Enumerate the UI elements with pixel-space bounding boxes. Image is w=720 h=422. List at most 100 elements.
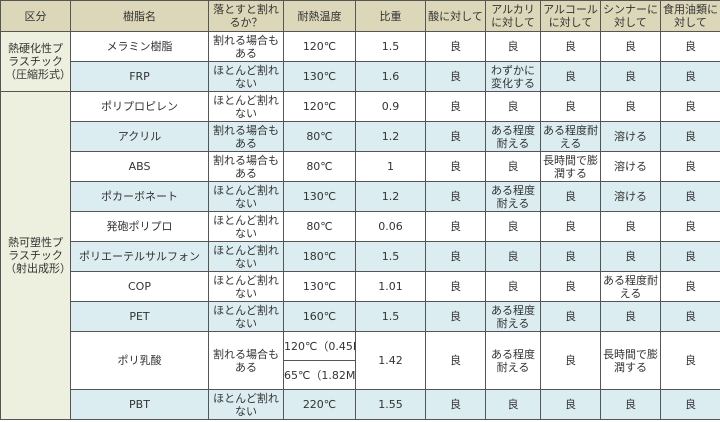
thinner-resistance-cell: 溶ける <box>600 151 661 182</box>
resin-name-cell: ポリプロピレン <box>70 91 209 122</box>
specific-gravity-cell: 1.2 <box>355 121 426 152</box>
specific-gravity-cell: 0.9 <box>355 91 426 122</box>
thinner-resistance-cell: 良 <box>600 211 661 242</box>
acid-resistance-cell: 良 <box>425 181 486 212</box>
resin-name-cell: メラミン樹脂 <box>70 31 209 62</box>
alcohol-resistance-cell: 良 <box>540 389 601 420</box>
heat-resistance-cell: 160℃ <box>283 301 356 332</box>
oil-resistance-cell: 良 <box>660 31 720 62</box>
table-row-continued: 65℃（1.82MPa） <box>1 360 720 390</box>
resin-name-cell: ポカーボネート <box>70 181 209 212</box>
oil-resistance-cell: 良 <box>660 271 720 302</box>
resin-name-cell: COP <box>70 271 209 302</box>
acid-resistance-cell: 良 <box>425 331 486 390</box>
alkali-resistance-cell: 良 <box>485 31 541 62</box>
resin-name-cell: FRP <box>70 61 209 92</box>
acid-resistance-cell: 良 <box>425 61 486 92</box>
specific-gravity-cell: 1.5 <box>355 241 426 272</box>
specific-gravity-cell: 1.2 <box>355 181 426 212</box>
column-header: 食用油類に対して <box>660 0 720 32</box>
thinner-resistance-cell: 溶ける <box>600 181 661 212</box>
breakage-cell: ほとんど割れない <box>208 91 284 122</box>
table-row: アクリル 割れる場合もある 80℃ 1.2 良ある程度耐える ある程度耐える 溶ける良 <box>1 121 720 152</box>
table-row: PBT ほとんど割れない 220℃ 1.55 良良良良良 <box>1 389 720 420</box>
column-header: 耐熱温度 <box>283 0 356 32</box>
specific-gravity-cell: 1.55 <box>355 389 426 420</box>
alcohol-resistance-cell: 良 <box>540 91 601 122</box>
alcohol-resistance-cell: 良 <box>540 211 601 242</box>
column-header: シンナーに対して <box>600 0 661 32</box>
resin-name-cell: アクリル <box>70 121 209 152</box>
table-row: 発砲ポリプロ ほとんど割れない 80℃ 0.06 良良良良良 <box>1 211 720 242</box>
heat-resistance-cell: 130℃ <box>283 61 356 92</box>
breakage-cell: 割れる場合もある <box>208 31 284 62</box>
alkali-resistance-cell: ある程度耐える <box>485 181 541 212</box>
oil-resistance-cell: 良 <box>660 181 720 212</box>
acid-resistance-cell: 良 <box>425 151 486 182</box>
heat-resistance-cell: 130℃ <box>283 181 356 212</box>
thinner-resistance-cell: 良 <box>600 91 661 122</box>
specific-gravity-cell: 1.5 <box>355 301 426 332</box>
oil-resistance-cell: 良 <box>660 301 720 332</box>
heat-resistance-cell: 80℃ <box>283 121 356 152</box>
breakage-cell: ほとんど割れない <box>208 389 284 420</box>
thinner-resistance-cell: ある程度耐える <box>600 271 661 302</box>
oil-resistance-cell: 良 <box>660 241 720 272</box>
breakage-cell: ほとんど割れない <box>208 241 284 272</box>
acid-resistance-cell: 良 <box>425 301 486 332</box>
oil-resistance-cell: 良 <box>660 389 720 420</box>
alcohol-resistance-cell: 良 <box>540 301 601 332</box>
thinner-resistance-cell: 良 <box>600 389 661 420</box>
heat-resistance-cell: 120℃ <box>283 91 356 122</box>
alcohol-resistance-cell: 良 <box>540 241 601 272</box>
oil-resistance-cell: 良 <box>660 121 720 152</box>
table-row: COP ほとんど割れない 130℃ 1.01 良良良ある程度耐える良 <box>1 271 720 302</box>
column-header: 比重 <box>355 0 426 32</box>
acid-resistance-cell: 良 <box>425 389 486 420</box>
category-cell: 熱硬化性プラスチック（圧縮形式） <box>0 31 71 92</box>
table-row: ポリエーテルサルフォン ほとんど割れない 180℃ 1.5 良良良良良 <box>1 241 720 272</box>
heat-resistance-cell: 180℃ <box>283 241 356 272</box>
alcohol-resistance-cell: ある程度耐える <box>540 121 601 152</box>
breakage-cell: 割れる場合もある <box>208 151 284 182</box>
table-row: 熱可塑性プラスチック（射出成形） ポリプロピレン ほとんど割れない 120℃ 0.9 良良… <box>0 91 720 420</box>
breakage-cell: ほとんど割れない <box>208 211 284 242</box>
specific-gravity-cell: 1 <box>355 151 426 182</box>
table-row: ポカーボネート ほとんど割れない 130℃ 1.2 良ある程度耐える良溶ける良 <box>1 181 720 212</box>
specific-gravity-cell: 1.01 <box>355 271 426 302</box>
table-body: 熱硬化性プラスチック（圧縮形式） メラミン樹脂 割れる場合もある 120℃ 1.5 良良良… <box>0 31 720 420</box>
alkali-resistance-cell: ある程度耐える <box>485 301 541 332</box>
specific-gravity-cell: 1.42 <box>355 331 426 390</box>
acid-resistance-cell: 良 <box>425 91 486 122</box>
breakage-cell: 割れる場合もある <box>208 331 284 390</box>
table-row: FRP ほとんど割れない 130℃ 1.6 良わずかに変化する良良良 <box>1 61 720 92</box>
specific-gravity-cell: 1.5 <box>355 31 426 62</box>
alkali-resistance-cell: 良 <box>485 91 541 122</box>
alkali-resistance-cell: ある程度耐える <box>485 121 541 152</box>
breakage-cell: ほとんど割れない <box>208 271 284 302</box>
breakage-cell: ほとんど割れない <box>208 181 284 212</box>
column-header: アルカリに対して <box>485 0 541 32</box>
table-row: ポリ乳酸割れる場合もある120℃（0.45MPa）1.42良ある程度耐える良長時… <box>1 331 720 390</box>
column-header: アルコールに対して <box>540 0 601 32</box>
oil-resistance-cell: 良 <box>660 151 720 182</box>
acid-resistance-cell: 良 <box>425 31 486 62</box>
alkali-resistance-cell: 良 <box>485 211 541 242</box>
resin-name-cell: ABS <box>70 151 209 182</box>
alkali-resistance-cell: 良 <box>485 241 541 272</box>
resin-name-cell: ポリエーテルサルフォン <box>70 241 209 272</box>
heat-resistance-cell: 65℃（1.82MPa） <box>283 360 356 390</box>
column-header: 落とすと割れるか？ <box>208 0 284 32</box>
alcohol-resistance-cell: 良 <box>540 31 601 62</box>
acid-resistance-cell: 良 <box>425 241 486 272</box>
heat-resistance-cell: 80℃ <box>283 151 356 182</box>
alcohol-resistance-cell: 良 <box>540 271 601 302</box>
heat-resistance-cell: 80℃ <box>283 211 356 242</box>
category-cell: 熱可塑性プラスチック（射出成形） <box>0 91 71 420</box>
alcohol-resistance-cell: 良 <box>540 61 601 92</box>
alcohol-resistance-cell: 良 <box>540 181 601 212</box>
heat-resistance-cell: 120℃（0.45MPa） <box>283 331 356 361</box>
thinner-resistance-cell: 良 <box>600 61 661 92</box>
table-row: 熱硬化性プラスチック（圧縮形式） メラミン樹脂 割れる場合もある 120℃ 1.5 良良良… <box>0 31 720 92</box>
